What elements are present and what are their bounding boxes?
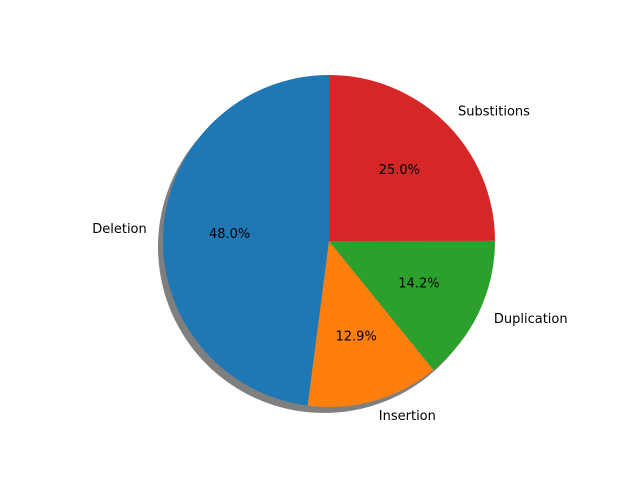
slice-percent-substitions: 25.0% [379, 163, 420, 178]
pie-labels: Deletion 48.0% Insertion 12.9% Duplication 14… [92, 104, 567, 424]
pie-slices [163, 75, 495, 407]
slice-percent-deletion: 48.0% [209, 227, 250, 242]
pie-slice-deletion [163, 75, 329, 406]
slice-label-substitions: Substitions [458, 104, 530, 119]
slice-percent-insertion: 12.9% [336, 329, 377, 344]
pie-slice-insertion [307, 241, 434, 407]
slice-label-duplication: Duplication [494, 312, 568, 327]
slice-label-insertion: Insertion [379, 409, 436, 424]
slice-percent-duplication: 14.2% [398, 276, 439, 291]
slice-label-deletion: Deletion [92, 222, 147, 237]
pie-slice-duplication [329, 240, 495, 370]
pie-slice-substitions [329, 75, 495, 241]
